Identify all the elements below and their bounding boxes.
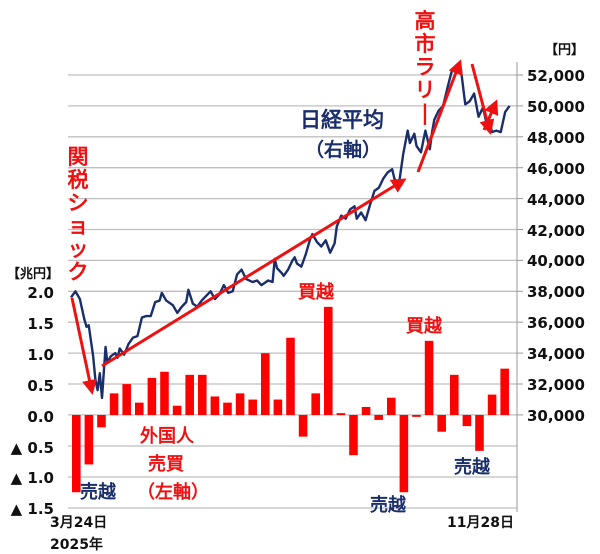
bar	[450, 374, 459, 415]
left-axis-tick: 0.0	[27, 407, 54, 426]
right-axis-tick: 36,000	[527, 314, 585, 333]
bar	[324, 306, 333, 415]
bar	[361, 406, 371, 415]
bar	[122, 384, 131, 415]
bar	[437, 415, 446, 432]
bar	[298, 415, 308, 437]
x-end-label: 11月28日	[447, 515, 514, 531]
bar	[349, 415, 358, 456]
bar	[336, 413, 346, 415]
right-axis-tick: 42,000	[527, 221, 585, 240]
bar	[462, 415, 472, 427]
bar	[248, 399, 257, 415]
bar	[135, 402, 144, 415]
right-axis-tick: 32,000	[527, 376, 585, 394]
right-axis-tick: 44,000	[527, 190, 585, 209]
bar	[261, 353, 270, 415]
bar	[109, 393, 119, 415]
trend-arrow	[482, 99, 499, 131]
bar	[210, 396, 220, 415]
bar	[424, 340, 434, 415]
left-axis-tick: 1.5	[27, 314, 54, 333]
left-axis-tick: ▲ 1.5	[10, 500, 54, 519]
right-axis-tick: 46,000	[527, 159, 585, 178]
bar	[147, 377, 157, 415]
left-axis-tick: 1.0	[27, 345, 54, 364]
bar	[311, 393, 320, 415]
bar	[97, 415, 106, 428]
bar	[286, 337, 295, 415]
bar	[84, 415, 94, 465]
bar	[235, 393, 245, 415]
bar	[399, 415, 409, 493]
bar	[273, 399, 283, 415]
left-axis-tick: 2.0	[27, 284, 54, 302]
trend-arrow	[101, 178, 407, 368]
net-buy-label-2: 買越	[406, 316, 442, 337]
net-sell-label-3: 売越	[454, 457, 490, 478]
bar	[387, 397, 396, 415]
bar	[72, 415, 81, 493]
right-axis-tick: 50,000	[527, 97, 585, 116]
nikkei-axis-label: （右軸）	[305, 139, 382, 161]
foreign-axis-label: （左軸）	[137, 482, 209, 503]
right-axis-unit: 【円】	[545, 43, 585, 58]
left-axis-tick: ▲ 0.5	[10, 438, 54, 457]
bar	[475, 415, 484, 451]
bar	[223, 402, 232, 415]
takaichi-rally-label: 高市ラリ |	[414, 9, 436, 125]
bar	[500, 368, 509, 415]
net-sell-label-1: 売越	[80, 482, 116, 503]
right-axis-tick: 34,000	[527, 345, 585, 364]
nikkei-label: 日経平均	[300, 108, 384, 132]
right-axis-tick: 38,000	[527, 283, 585, 302]
tariff-shock-label: 関税ショック	[67, 145, 89, 284]
bar	[487, 394, 497, 415]
bar	[172, 405, 182, 415]
bar	[374, 415, 383, 420]
right-axis-tick: 40,000	[527, 252, 585, 271]
trade-label: 売買	[148, 454, 184, 475]
bar	[412, 415, 421, 417]
net-buy-label-1: 買越	[298, 282, 334, 303]
nikkei-line	[70, 66, 511, 400]
trend-arrow	[70, 297, 97, 395]
bar	[198, 374, 207, 415]
left-axis-tick: ▲ 1.0	[10, 469, 54, 488]
right-axis-tick: 30,000	[527, 406, 585, 425]
x-start-label: 3月24日	[50, 515, 108, 531]
right-axis-tick: 48,000	[527, 128, 585, 147]
bar	[185, 374, 194, 415]
net-sell-label-2: 売越	[370, 495, 406, 516]
trend-arrow	[416, 59, 463, 173]
x-year-label: 2025年	[50, 537, 103, 553]
left-axis-unit: 【兆円】	[7, 267, 60, 282]
foreign-label: 外国人	[140, 426, 194, 447]
bar	[160, 371, 169, 415]
right-axis-tick: 52,000	[527, 67, 585, 85]
left-axis-tick: 0.5	[27, 376, 54, 395]
